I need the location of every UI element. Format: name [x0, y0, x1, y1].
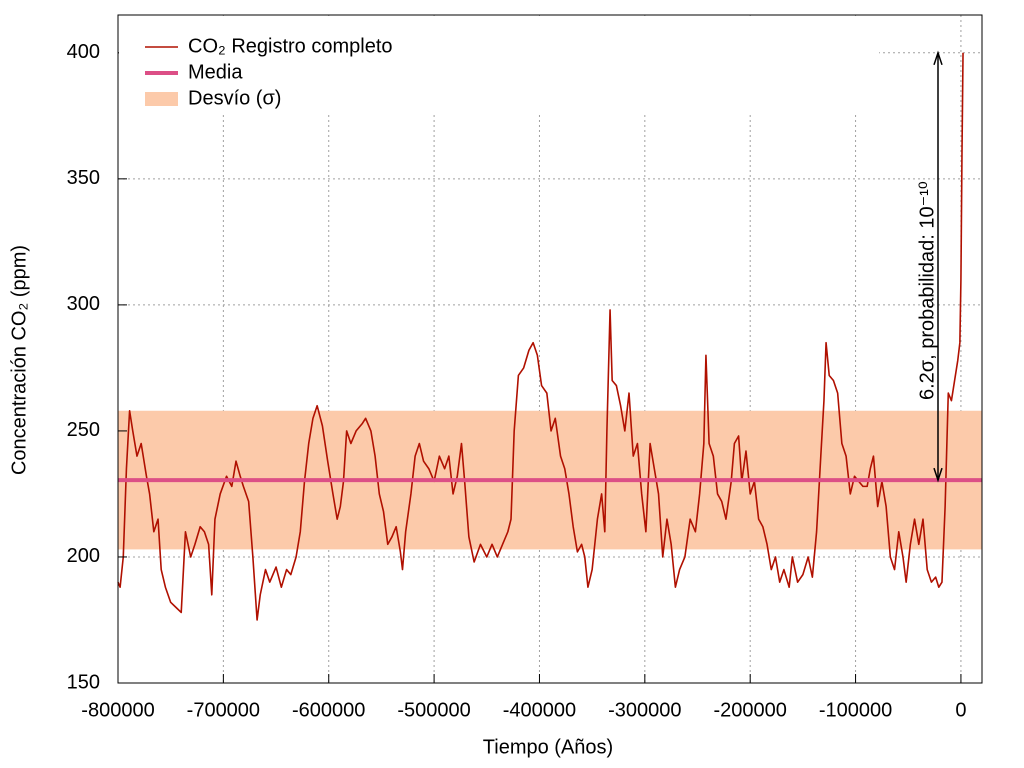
y-tick-label: 400: [67, 41, 100, 63]
legend-label: Desvío (σ): [188, 87, 281, 109]
x-tick-label: 0: [955, 699, 966, 721]
x-tick-label: -700000: [187, 699, 260, 721]
x-tick-label: -500000: [397, 699, 470, 721]
x-axis-title: Tiempo (Años): [483, 736, 613, 758]
x-tick-label: -300000: [608, 699, 681, 721]
x-tick-label: -800000: [81, 699, 154, 721]
x-tick-label: -100000: [819, 699, 892, 721]
y-axis-title: Concentración CO₂ (ppm): [8, 245, 30, 475]
y-tick-label: 350: [67, 167, 100, 189]
legend-label: Media: [188, 61, 243, 83]
x-tick-label: -400000: [503, 699, 576, 721]
arrow-head: [933, 50, 943, 66]
overlay: 150 200 250 300 350 400 -800000 -700000 -600000 -…: [67, 14, 983, 721]
legend-label: CO₂ Registro completo: [188, 35, 393, 57]
annotation: 6.2σ, probabilidad: 10⁻¹⁰: [916, 181, 938, 400]
y-tick-label: 300: [67, 293, 100, 315]
legend-swatch: [145, 92, 178, 106]
legend-box: [119, 16, 879, 112]
x-tick-label: -600000: [292, 699, 365, 721]
y-tick-label: 200: [67, 545, 100, 567]
y-tick-label: 250: [67, 419, 100, 441]
y-tick-label: 150: [67, 671, 100, 693]
plot: 6.2σ, probabilidad: 10⁻¹⁰: [117, 50, 982, 621]
x-tick-label: -200000: [713, 699, 786, 721]
arrow-head: [933, 467, 943, 483]
